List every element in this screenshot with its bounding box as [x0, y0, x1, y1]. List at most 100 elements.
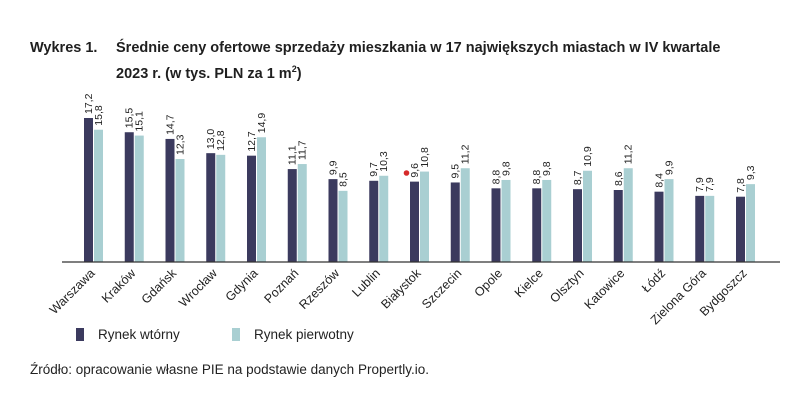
bar-primary [420, 171, 429, 262]
data-label: 10,8 [419, 147, 431, 168]
category-label: Opole [472, 266, 506, 300]
category-label: Kielce [512, 266, 546, 300]
title-text-1: Średnie ceny ofertowe sprzedaży mieszkan… [116, 40, 721, 56]
bar-primary [746, 184, 755, 262]
data-label: 9,8 [541, 161, 553, 176]
bar-secondary [206, 153, 216, 262]
data-label: 9,9 [328, 160, 340, 175]
bar-primary [175, 159, 185, 262]
bar-primary [583, 170, 592, 262]
data-label: 12,7 [246, 131, 258, 152]
bar-secondary [328, 179, 338, 262]
category-label: Olsztyn [547, 266, 586, 305]
legend-item-primary: Rynek pierwotny [232, 327, 354, 342]
data-label: 7,9 [694, 177, 706, 192]
title-line-2: 2023 r. (w tys. PLN za 1 m2) [30, 59, 790, 85]
bar-primary [460, 168, 470, 262]
data-label: 8,8 [531, 170, 543, 185]
bar-secondary [450, 182, 460, 262]
data-label: 14,7 [165, 114, 177, 135]
data-label: 8,4 [654, 173, 666, 188]
bar-secondary [695, 195, 705, 262]
data-label: 12,3 [175, 134, 187, 155]
data-label: 11,1 [287, 145, 299, 165]
bar-secondary [573, 189, 582, 262]
chart-title: Wykres 1. Średnie ceny ofertowe sprzedaży… [30, 38, 790, 85]
bar-primary [705, 195, 715, 262]
data-label: 9,7 [368, 162, 380, 177]
data-label: 7,9 [704, 177, 716, 192]
data-label: 9,5 [450, 164, 462, 179]
data-label: 15,1 [134, 111, 146, 132]
data-label: 9,6 [409, 163, 421, 178]
data-label: 10,3 [378, 151, 390, 172]
data-label: 7,8 [735, 178, 747, 193]
data-label: 8,7 [572, 170, 584, 185]
bar-secondary [532, 188, 542, 262]
legend-label-secondary: Rynek wtórny [98, 327, 180, 342]
legend-label-primary: Rynek pierwotny [254, 327, 354, 342]
bar-primary [134, 135, 144, 262]
bar-primary [297, 164, 307, 262]
category-label: Łódź [639, 266, 668, 295]
category-label: Gdynia [223, 266, 261, 304]
data-label: 15,8 [93, 105, 105, 126]
data-label: 17,2 [83, 93, 95, 114]
bar-secondary [369, 180, 379, 262]
bar-chart: 17,215,8 Warszawa 15,515,1 Kraków 14,712,3 Gd… [47, 93, 780, 327]
category-label: Lublin [349, 266, 383, 300]
data-label: 10,9 [582, 146, 594, 167]
bar-secondary [410, 181, 419, 262]
bar-secondary [654, 191, 664, 262]
category-label: Rzeszów [296, 266, 342, 312]
data-label: 11,7 [297, 140, 309, 160]
data-label: 9,8 [501, 161, 513, 176]
bar-secondary [287, 169, 297, 262]
data-label: 11,2 [460, 144, 472, 164]
bar-primary [379, 175, 389, 262]
category-label: Białystok [378, 266, 424, 312]
title-line-1: Wykres 1. Średnie ceny ofertowe sprzedaży… [30, 38, 790, 59]
source-note: Źródło: opracowanie własne PIE na podsta… [30, 362, 429, 377]
bar-primary [94, 129, 103, 262]
title-superscript: 2 [291, 64, 297, 74]
data-label: 8,5 [338, 172, 350, 187]
bar-primary [542, 179, 552, 262]
data-label: 9,3 [745, 165, 757, 180]
bar-primary [501, 179, 511, 262]
bar-secondary [491, 188, 501, 262]
title-text-2: 2023 r. (w tys. PLN za 1 m [116, 65, 292, 82]
figure-number: Wykres 1. [30, 40, 98, 56]
category-label: Poznań [261, 266, 301, 306]
category-label: Gdańsk [139, 266, 180, 307]
category-label: Warszawa [47, 266, 98, 317]
category-label: Wrocław [176, 266, 220, 310]
data-label: 14,9 [256, 113, 268, 134]
bar-secondary [247, 155, 256, 262]
data-label: 15,5 [124, 108, 136, 129]
category-label: Katowice [582, 266, 628, 312]
bar-primary [338, 190, 348, 262]
category-label: Szczecin [419, 266, 464, 311]
bar-primary [257, 137, 266, 262]
bar-secondary [613, 190, 623, 262]
legend-item-secondary: Rynek wtórny [76, 327, 180, 342]
legend-swatch-primary [232, 328, 240, 341]
category-label: Kraków [99, 266, 139, 306]
data-label: 8,8 [491, 170, 503, 185]
bar-secondary [736, 196, 745, 262]
data-label: 8,6 [613, 171, 625, 186]
data-label: 12,8 [215, 130, 227, 151]
bar-secondary [165, 138, 175, 262]
bar-secondary [124, 132, 134, 262]
legend-swatch-secondary [76, 328, 84, 341]
bar-primary [664, 179, 674, 262]
bar-primary [216, 154, 226, 262]
data-label: 13,0 [205, 129, 217, 150]
bar-secondary [84, 118, 93, 262]
marker-dot [403, 170, 410, 176]
bar-primary [623, 168, 633, 262]
data-label: 9,9 [664, 160, 676, 175]
data-label: 11,2 [623, 144, 635, 164]
title-text-3: ) [296, 65, 302, 82]
